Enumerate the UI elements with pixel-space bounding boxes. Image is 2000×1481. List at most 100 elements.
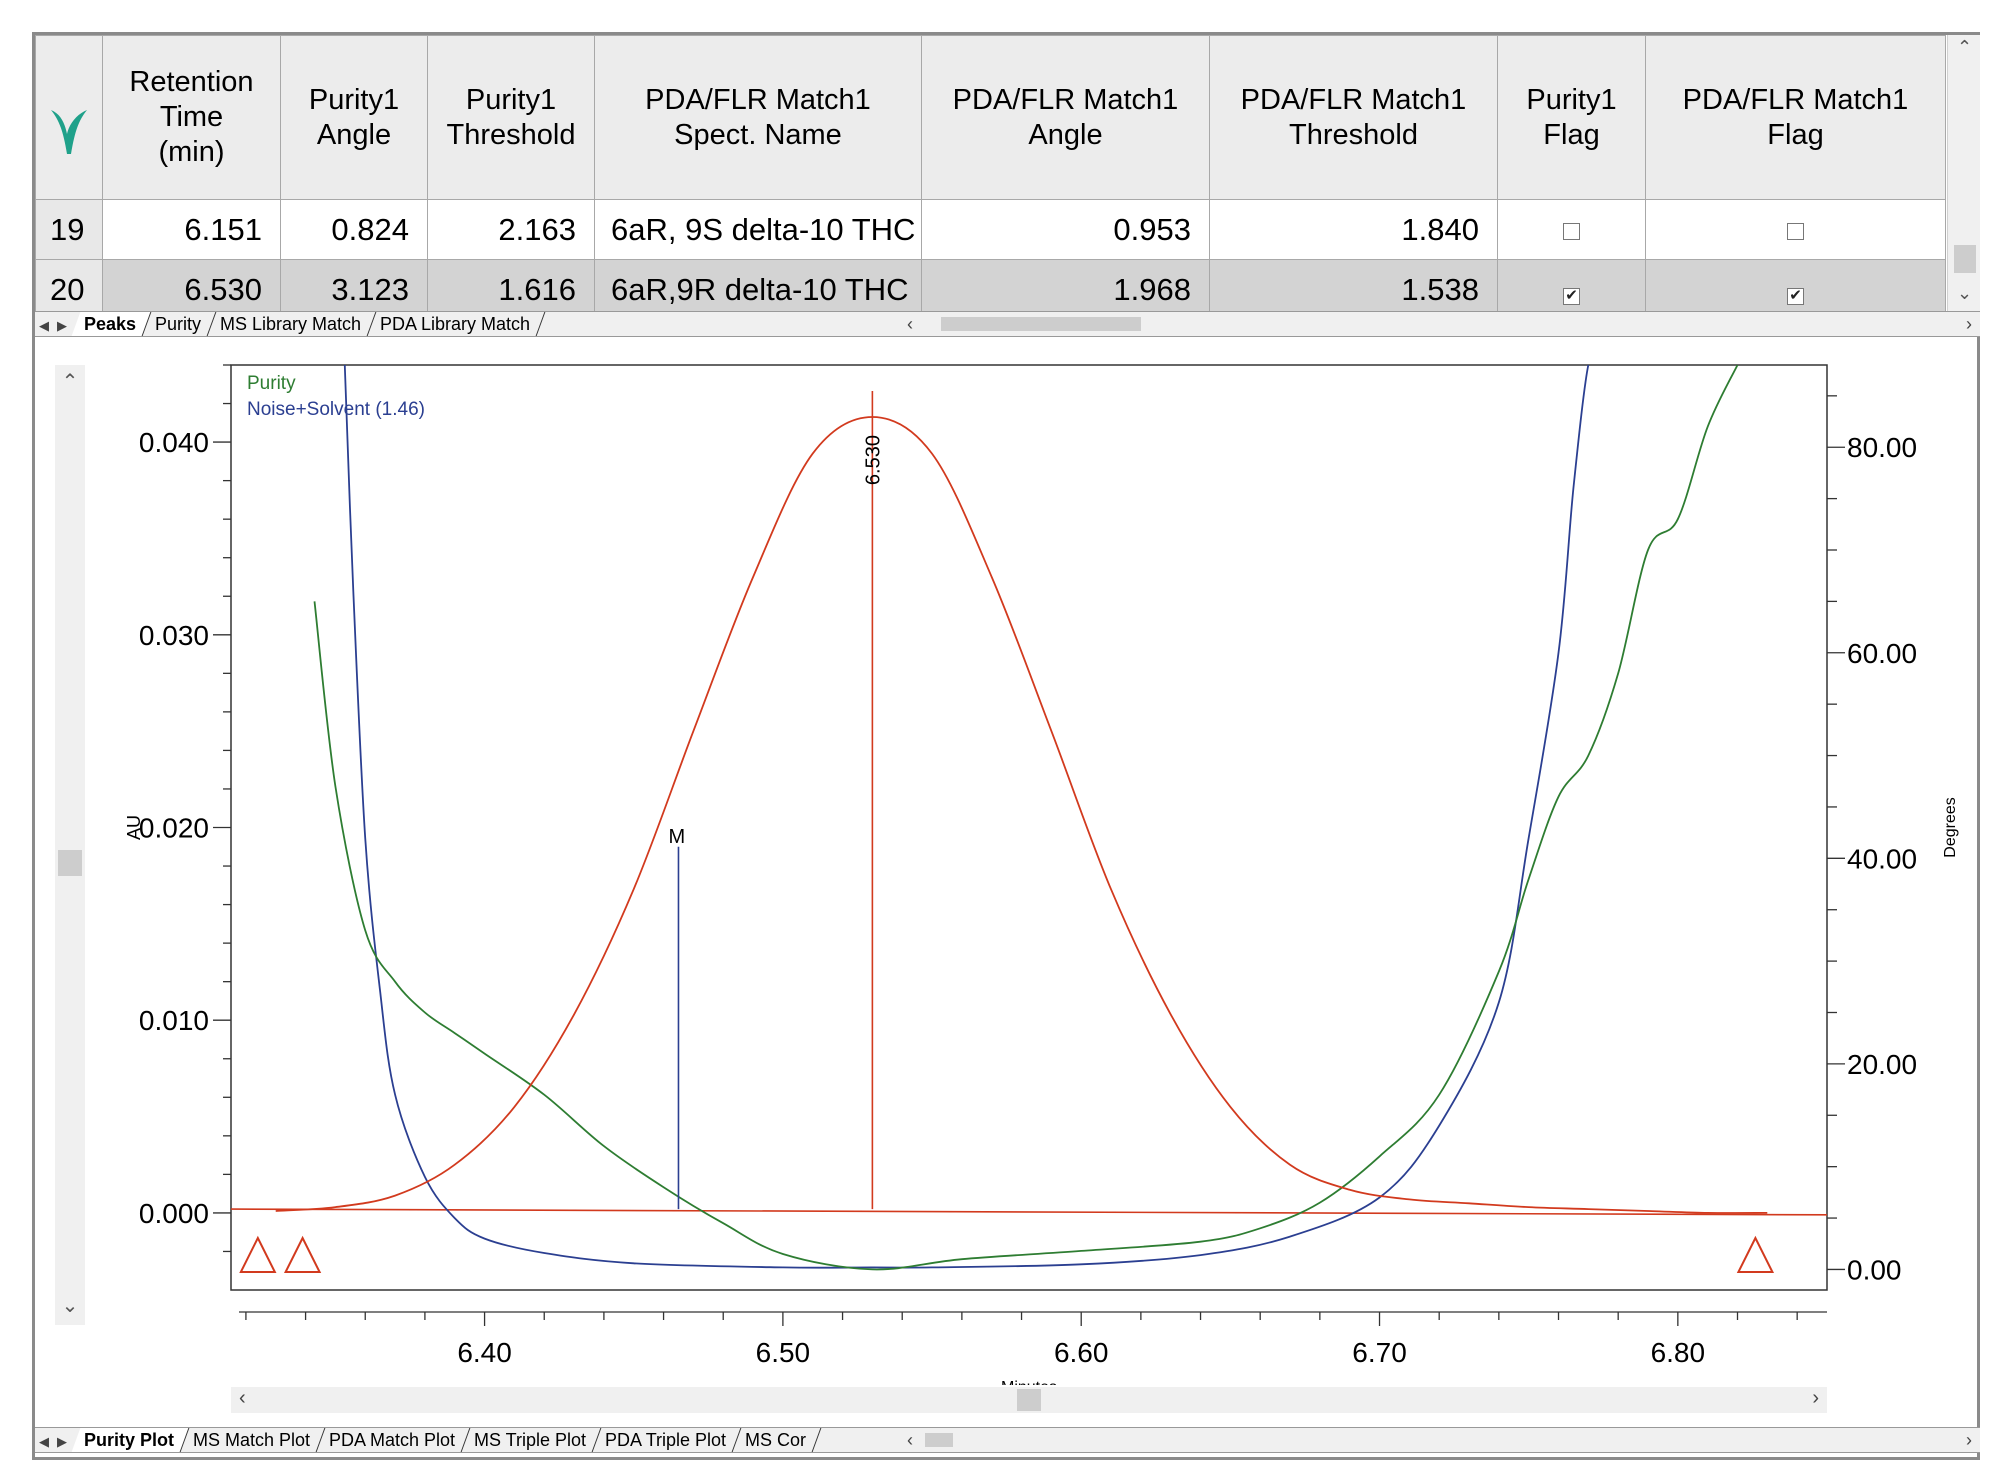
scroll-left-icon[interactable]: ‹ <box>907 1430 913 1450</box>
cell-retention-time[interactable]: 6.151 <box>102 199 281 260</box>
y-left-tick-label: 0.030 <box>139 620 209 651</box>
scroll-thumb[interactable] <box>1954 245 1976 273</box>
cell-match1-angle[interactable]: 1.968 <box>921 259 1210 320</box>
row-number[interactable]: 19 <box>35 199 103 260</box>
x-tick-label: 6.80 <box>1651 1337 1706 1368</box>
plot-tab-strip: ◀ ▶ Purity Plot MS Match Plot PDA Match Plo… <box>35 1427 1980 1453</box>
peaks-table: Retention Time (min) Purity1 Angle Purit… <box>35 35 1946 320</box>
tab-pda-match-plot[interactable]: PDA Match Plot <box>316 1428 471 1452</box>
scroll-right-icon[interactable]: › <box>1966 314 1972 334</box>
scroll-thumb[interactable] <box>58 850 82 876</box>
legend-purity: Purity <box>247 373 296 394</box>
peak-retention-label: 6.530 <box>862 435 884 485</box>
scroll-left-icon[interactable]: ‹ <box>907 314 913 334</box>
y-right-tick-label: 0.00 <box>1847 1254 1902 1285</box>
cell-purity1-angle[interactable]: 3.123 <box>280 259 428 320</box>
purity-plot: Purity Noise+Solvent (1.46) 0.000 0.010 0.02… <box>124 364 1959 1385</box>
col-header-retention-time[interactable]: Retention Time (min) <box>102 35 281 200</box>
integration-event-triangle-icon <box>239 1235 277 1273</box>
match1-flag-checkbox[interactable]: ✔ <box>1787 287 1804 305</box>
scroll-down-icon[interactable]: ⌄ <box>61 1295 79 1317</box>
tab-ms-cor[interactable]: MS Cor <box>732 1428 822 1452</box>
col-header-purity1-flag[interactable]: Purity1 Flag <box>1497 35 1646 200</box>
table-corner[interactable] <box>35 35 103 200</box>
scroll-thumb[interactable] <box>925 1433 953 1447</box>
cell-spect-name[interactable]: 6aR, 9S delta-10 THC <box>594 199 922 260</box>
tab-purity-plot[interactable]: Purity Plot <box>71 1428 190 1452</box>
legend-noise-solvent: Noise+Solvent (1.46) <box>247 399 425 420</box>
integration-event-triangle-icon <box>1736 1235 1775 1273</box>
scroll-down-icon[interactable]: ⌄ <box>1956 283 1973 303</box>
cell-purity1-threshold[interactable]: 1.616 <box>427 259 595 320</box>
col-header-purity1-threshold[interactable]: Purity1 Threshold <box>427 35 595 200</box>
tab-prev-icon[interactable]: ◀ <box>39 1434 49 1449</box>
trace-group <box>231 365 1827 1271</box>
table-row-selected[interactable]: 20 6.530 3.123 1.616 6aR,9R delta-10 THC… <box>35 259 1946 320</box>
cell-purity1-flag: ✔ <box>1497 259 1646 320</box>
x-tick-label: 6.70 <box>1352 1337 1407 1368</box>
y-left-tick-label: 0.020 <box>139 813 209 844</box>
cell-match1-angle[interactable]: 0.953 <box>921 199 1210 260</box>
x-tick-label: 6.50 <box>756 1337 811 1368</box>
tab-label: MS Match Plot <box>193 1430 311 1450</box>
cell-spect-name[interactable]: 6aR,9R delta-10 THC <box>594 259 922 320</box>
tab-label: MS Triple Plot <box>474 1430 587 1450</box>
tab-ms-match-plot[interactable]: MS Match Plot <box>180 1428 326 1452</box>
col-header-match1-spect-name[interactable]: PDA/FLR Match1 Spect. Name <box>594 35 922 200</box>
purity1-flag-checkbox[interactable] <box>1563 222 1580 240</box>
cell-match1-threshold[interactable]: 1.538 <box>1209 259 1498 320</box>
tab-label: MS Cor <box>745 1430 807 1450</box>
tab-prev-icon[interactable]: ◀ <box>39 318 49 333</box>
col-header-purity1-angle[interactable]: Purity1 Angle <box>280 35 428 200</box>
scroll-thumb[interactable] <box>941 317 1141 331</box>
cell-purity1-angle[interactable]: 0.824 <box>280 199 428 260</box>
scroll-up-icon[interactable]: ⌃ <box>61 371 79 393</box>
y-left-tick-label: 0.010 <box>139 1005 209 1036</box>
row-number[interactable]: 20 <box>35 259 103 320</box>
col-header-match1-threshold[interactable]: PDA/FLR Match1 Threshold <box>1209 35 1498 200</box>
cell-purity1-flag <box>1497 199 1646 260</box>
plot-vertical-scrollbar[interactable]: ⌃ ⌄ <box>55 365 85 1325</box>
table-header-row: Retention Time (min) Purity1 Angle Purit… <box>35 35 1946 200</box>
purity1-flag-checkbox[interactable]: ✔ <box>1563 287 1580 305</box>
cell-purity1-threshold[interactable]: 2.163 <box>427 199 595 260</box>
scroll-left-icon[interactable]: ‹ <box>239 1387 246 1409</box>
plot-tabs: Purity Plot MS Match Plot PDA Match Plot MS… <box>71 1428 822 1452</box>
table-horizontal-scrollbar[interactable]: ‹ › <box>901 312 1980 336</box>
waters-empower-logo-icon <box>51 109 87 154</box>
plot-tab-horizontal-scrollbar[interactable]: ‹ › <box>901 1428 1980 1452</box>
col-header-match1-flag[interactable]: PDA/FLR Match1 Flag <box>1645 35 1946 200</box>
x-tick-label: 6.60 <box>1054 1337 1109 1368</box>
m-marker-label: M <box>668 826 685 848</box>
tab-next-icon[interactable]: ▶ <box>57 318 67 333</box>
cell-match1-flag: ✔ <box>1645 259 1946 320</box>
scroll-thumb[interactable] <box>1017 1389 1041 1411</box>
cell-match1-threshold[interactable]: 1.840 <box>1209 199 1498 260</box>
scroll-up-icon[interactable]: ⌃ <box>1956 37 1973 57</box>
table-tab-strip: ◀ ▶ Peaks Purity MS Library Match PDA Librar… <box>35 311 1980 337</box>
table-vertical-scrollbar[interactable]: ⌃ ⌄ <box>1947 35 1980 311</box>
tab-label: PDA Match Plot <box>329 1430 456 1450</box>
scroll-right-icon[interactable]: › <box>1966 1430 1972 1450</box>
tab-pda-triple-plot[interactable]: PDA Triple Plot <box>592 1428 742 1452</box>
plot-horizontal-scrollbar[interactable]: ‹ › <box>231 1387 1827 1413</box>
integration-baseline <box>231 1208 1827 1216</box>
table-row[interactable]: 19 6.151 0.824 2.163 6aR, 9S delta-10 TH… <box>35 199 1946 260</box>
tab-label: Purity Plot <box>84 1430 175 1450</box>
integration-event-triangle-icon <box>283 1235 322 1273</box>
noise-solvent-curve <box>343 365 1590 1269</box>
plot-area <box>230 364 1828 1291</box>
x-tick-label: 6.40 <box>457 1337 512 1368</box>
cell-retention-time[interactable]: 6.530 <box>102 259 281 320</box>
y-left-tick-label: 0.000 <box>139 1198 209 1229</box>
y-right-tick-label: 80.00 <box>1847 432 1917 463</box>
y-left-axis-label: AU <box>124 815 144 840</box>
tab-label: PDA Triple Plot <box>605 1430 727 1450</box>
tab-ms-triple-plot[interactable]: MS Triple Plot <box>461 1428 602 1452</box>
match1-flag-checkbox[interactable] <box>1787 222 1804 240</box>
y-right-tick-label: 40.00 <box>1847 843 1917 874</box>
scroll-right-icon[interactable]: › <box>1812 1387 1819 1409</box>
tab-next-icon[interactable]: ▶ <box>57 1434 67 1449</box>
y-right-axis-label: Degrees <box>1942 797 1959 857</box>
y-left-tick-label: 0.040 <box>139 427 209 458</box>
